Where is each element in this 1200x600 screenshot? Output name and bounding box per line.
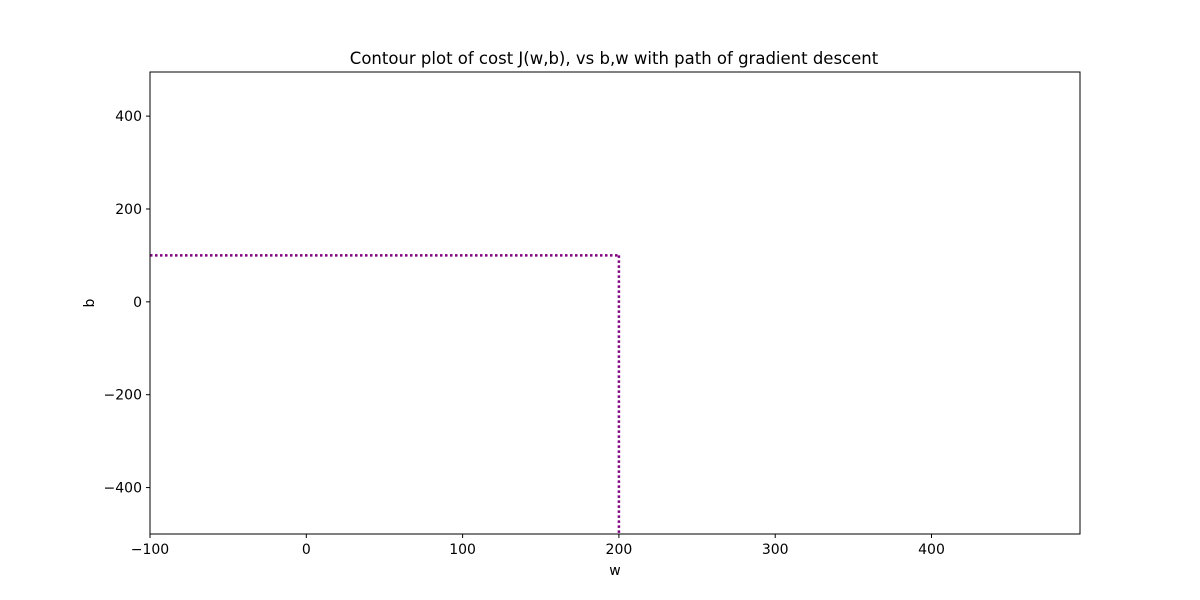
x-tick-label: −100	[131, 542, 169, 558]
y-axis-label: b	[82, 298, 98, 307]
plot-frame	[149, 71, 1081, 535]
y-tick-label: 0	[133, 295, 142, 311]
x-tick-label: 400	[918, 542, 945, 558]
y-tick-label: 200	[115, 202, 142, 218]
x-tick-label: 0	[302, 542, 311, 558]
chart-title: Contour plot of cost J(w,b), vs b,w with…	[350, 49, 879, 68]
x-tick-label: 200	[606, 542, 633, 558]
y-tick-label: 400	[115, 109, 142, 125]
x-axis-label: w	[609, 563, 620, 579]
plot-area	[150, 72, 1080, 534]
x-axis-ticks: −100 0 100 200 300 400	[131, 534, 945, 558]
y-axis-ticks: −400 −200 0 200 400	[104, 109, 150, 497]
series-layer	[150, 254, 621, 534]
x-tick-label: 300	[762, 542, 789, 558]
x-tick-label: 100	[449, 542, 476, 558]
y-tick-label: −200	[104, 388, 142, 404]
y-tick-label: −400	[104, 481, 142, 497]
